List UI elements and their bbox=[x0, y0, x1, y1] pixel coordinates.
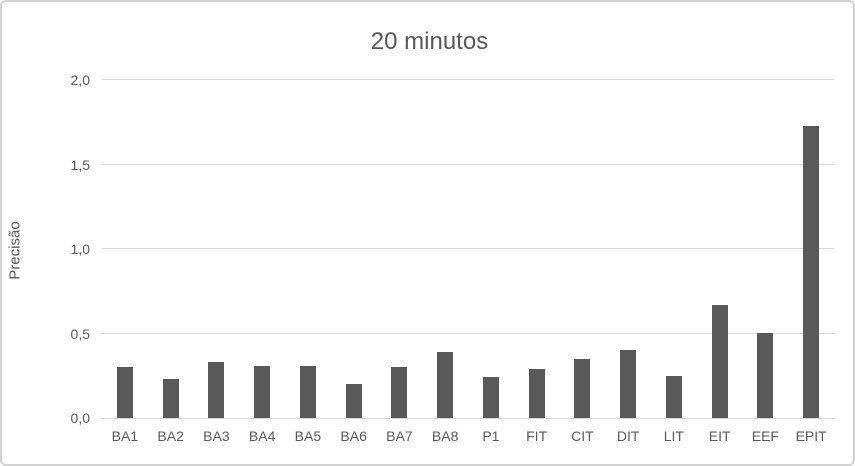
x-axis-line bbox=[102, 418, 834, 419]
x-label-LIT: LIT bbox=[663, 428, 684, 444]
bar-slot bbox=[560, 80, 606, 418]
y-tick-label: 1,5 bbox=[70, 156, 90, 173]
x-label-DIT: DIT bbox=[616, 428, 640, 444]
plot-area bbox=[102, 79, 834, 419]
bar-EEF bbox=[757, 333, 774, 418]
x-label-BA8: BA8 bbox=[431, 428, 459, 444]
bar-slot bbox=[468, 80, 514, 418]
bar-EIT bbox=[711, 305, 728, 418]
x-label-BA7: BA7 bbox=[386, 428, 413, 444]
x-label-BA1: BA1 bbox=[111, 428, 139, 444]
x-label-BA3: BA3 bbox=[203, 428, 230, 444]
x-label-FIT: FIT bbox=[526, 428, 548, 444]
x-label-BA5: BA5 bbox=[294, 428, 322, 444]
bar-P1 bbox=[482, 377, 499, 418]
gridline bbox=[102, 332, 834, 334]
bar-slot bbox=[514, 80, 560, 418]
bar-LIT bbox=[665, 376, 682, 418]
bar-slot bbox=[148, 80, 194, 418]
bar-BA8 bbox=[437, 352, 454, 418]
bar-BA5 bbox=[299, 366, 316, 418]
gridline bbox=[102, 163, 834, 165]
bar-BA1 bbox=[116, 367, 133, 418]
chart-title: 20 minutos bbox=[370, 28, 489, 55]
y-tick-label: 1,0 bbox=[70, 241, 90, 257]
x-label-EEF: EEF bbox=[751, 428, 779, 444]
y-tick-label: 0,5 bbox=[70, 325, 90, 342]
bar-slot bbox=[697, 80, 743, 418]
bar-slot bbox=[194, 80, 240, 418]
bar-EPIT bbox=[803, 126, 820, 418]
bar-BA6 bbox=[345, 384, 362, 418]
bar-slot bbox=[239, 80, 285, 418]
x-label-BA2: BA2 bbox=[157, 428, 184, 444]
x-label-BA6: BA6 bbox=[340, 428, 367, 444]
bar-BA7 bbox=[391, 367, 408, 418]
bar-DIT bbox=[620, 350, 637, 418]
bar-slot bbox=[102, 80, 148, 418]
x-label-EPIT: EPIT bbox=[795, 428, 827, 444]
y-tick-label: 0,0 bbox=[70, 410, 90, 426]
bar-slot bbox=[422, 80, 468, 418]
x-label-BA4: BA4 bbox=[248, 428, 276, 444]
bar-BA4 bbox=[254, 366, 271, 418]
gridline bbox=[102, 248, 834, 249]
y-tick-label: 2,0 bbox=[70, 72, 90, 88]
bar-slot bbox=[651, 80, 697, 418]
bar-slot bbox=[605, 80, 651, 418]
bar-BA2 bbox=[162, 379, 179, 418]
gridline bbox=[102, 79, 834, 80]
bar-FIT bbox=[528, 369, 545, 418]
x-label-EIT: EIT bbox=[708, 428, 731, 444]
bar-CIT bbox=[574, 359, 591, 418]
bar-slot bbox=[743, 80, 789, 418]
bar-slot bbox=[377, 80, 423, 418]
x-label-P1: P1 bbox=[482, 428, 500, 444]
bar-slot bbox=[788, 80, 834, 418]
x-label-CIT: CIT bbox=[571, 428, 594, 444]
y-axis-label: Precisão bbox=[6, 221, 24, 280]
bar-slot bbox=[285, 80, 331, 418]
bar-slot bbox=[331, 80, 377, 418]
bars-row bbox=[102, 80, 834, 418]
bar-BA3 bbox=[208, 362, 225, 418]
x-axis-labels: BA1 BA2 BA3 BA4 BA5 BA6 BA7 BA8 P1 FIT CIT DIT LIT EI… bbox=[102, 428, 834, 444]
